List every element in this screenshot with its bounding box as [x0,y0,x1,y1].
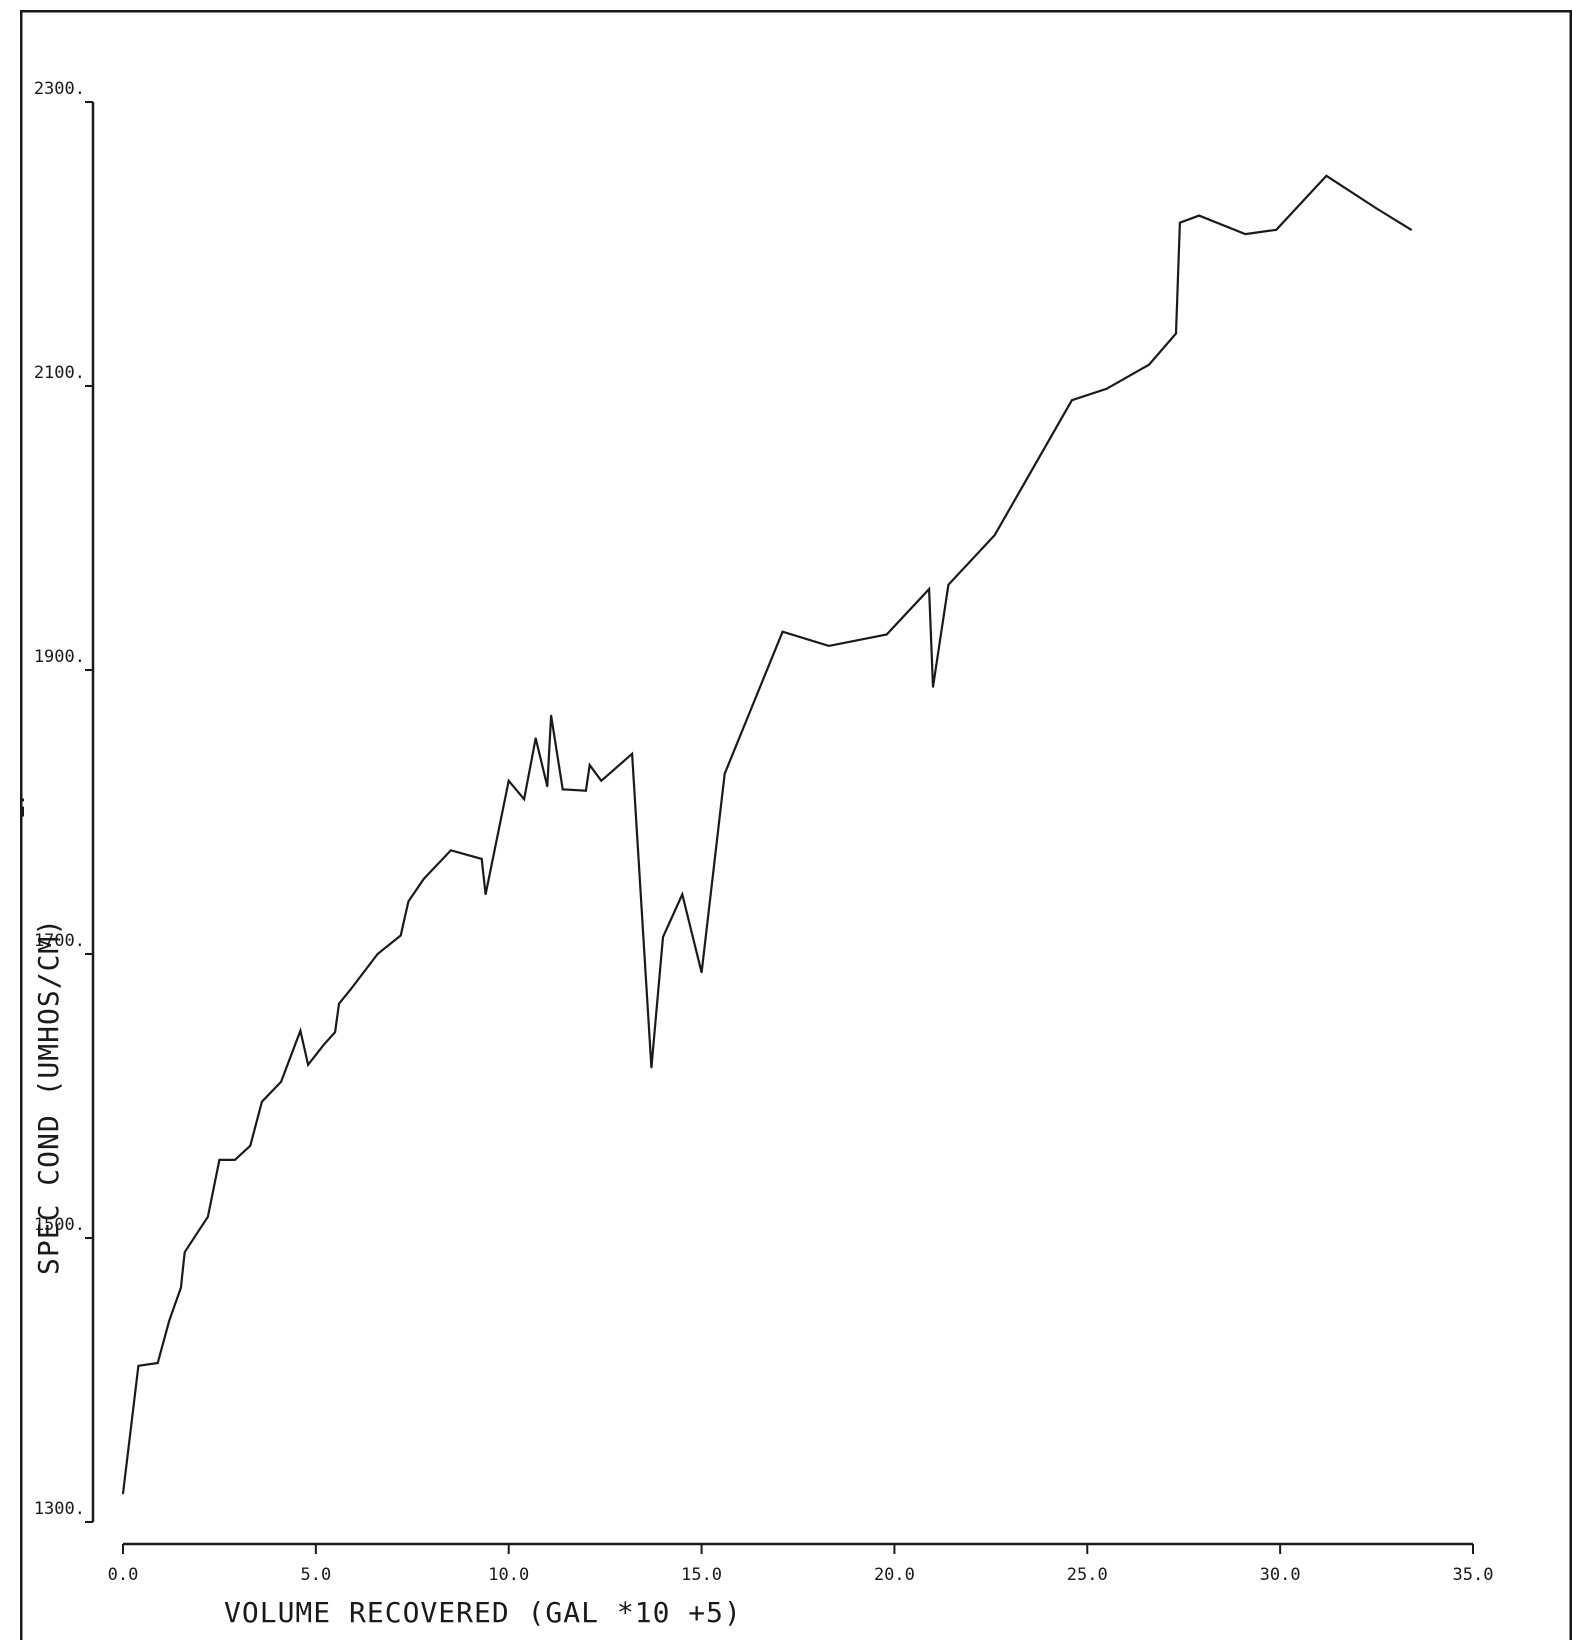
data-point [484,893,487,896]
line-chart: 1300. 1500. 1700. 1900. 2100. 2300. 0.0 5.0 10.… [20,10,1572,1640]
data-point [480,858,483,860]
data-point [207,1215,209,1218]
x-tick-label: 35.0 [1453,1565,1494,1585]
data-points [122,175,1413,1495]
series-line [121,174,1412,1494]
x-tick-label: 5.0 [300,1565,331,1585]
y-axis: 1300. 1500. 1700. 1900. 2100. 2300. [34,79,95,1523]
data-point [631,752,633,755]
data-point [407,900,410,903]
data-point [600,779,603,782]
y-tick-label: 2100. [34,363,85,383]
data-point [1244,233,1247,235]
chart-frame: 1300. 1500. 1700. 1900. 2100. 2300. 0.0 5.0 10.… [20,10,1572,1640]
data-point [928,588,930,590]
y-axis-title: SPEC COND (UMHOS/CM) [32,918,65,1275]
data-point [947,584,950,586]
data-point [1198,214,1200,217]
data-point [1071,399,1073,402]
data-point [550,714,552,717]
data-point [662,936,664,938]
data-point [349,988,352,991]
data-point [299,1029,302,1032]
data-point [932,686,934,688]
x-tick-label: 15.0 [681,1565,722,1585]
data-point [168,1319,171,1322]
data-point [828,645,830,647]
data-point [507,779,510,782]
data-point [249,1144,252,1147]
data-point [322,1044,325,1046]
data-point [1410,229,1413,231]
x-tick-label: 20.0 [874,1565,915,1585]
x-tick-label: 0.0 [108,1565,139,1585]
data-point [1105,388,1108,390]
data-point [650,1066,653,1069]
x-tick-label: 10.0 [488,1565,529,1585]
data-point [534,737,537,739]
data-point [137,1365,140,1367]
data-point [307,1063,309,1066]
data-point [1375,207,1378,210]
page-mark: ZV [20,794,29,818]
y-tick-label: 1300. [34,1499,85,1519]
data-point [1325,175,1328,177]
y-tick-label: 2300. [34,79,85,99]
data-point [1175,332,1177,335]
data-point [450,849,452,852]
data-point [399,934,402,937]
data-point [1275,229,1278,231]
y-tick-label: 1700. [34,931,85,951]
y-tick-label: 1900. [34,647,85,667]
data-point [681,893,684,896]
data-point [1179,221,1181,224]
data-point [423,877,425,880]
data-point [546,785,549,788]
data-point [122,1492,124,1495]
data-point [280,1081,282,1083]
data-point [523,798,525,801]
x-axis-title: VOLUME RECOVERED (GAL *10 +5) [224,1596,742,1629]
data-point [885,633,888,636]
data-point [261,1100,263,1103]
page-border [20,10,1572,1640]
data-point [218,1159,221,1161]
data-point [723,772,726,775]
data-point [183,1251,186,1253]
data-point [338,1002,340,1005]
data-point [993,534,996,536]
data-point [234,1159,236,1161]
data-point [376,953,379,955]
data-point [1148,363,1150,366]
x-axis: 0.0 5.0 10.0 15.0 20.0 25.0 30.0 35.0 [108,1542,1494,1585]
data-point [588,764,591,766]
data-point [180,1286,182,1289]
data-point [700,971,703,974]
data-point [585,789,587,792]
data-point [781,630,784,633]
x-tick-label: 30.0 [1260,1565,1301,1585]
data-point [156,1362,159,1364]
x-tick-label: 25.0 [1067,1565,1108,1585]
data-point [334,1031,336,1033]
data-point [561,788,564,791]
y-tick-label: 1500. [34,1215,85,1235]
